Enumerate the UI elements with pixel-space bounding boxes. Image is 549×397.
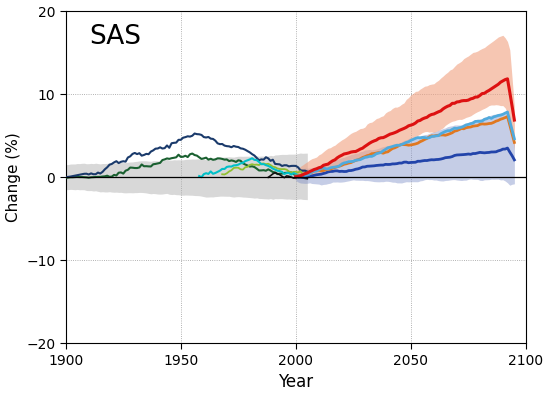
X-axis label: Year: Year	[278, 374, 313, 391]
Text: SAS: SAS	[89, 24, 141, 50]
Y-axis label: Change (%): Change (%)	[5, 132, 20, 222]
